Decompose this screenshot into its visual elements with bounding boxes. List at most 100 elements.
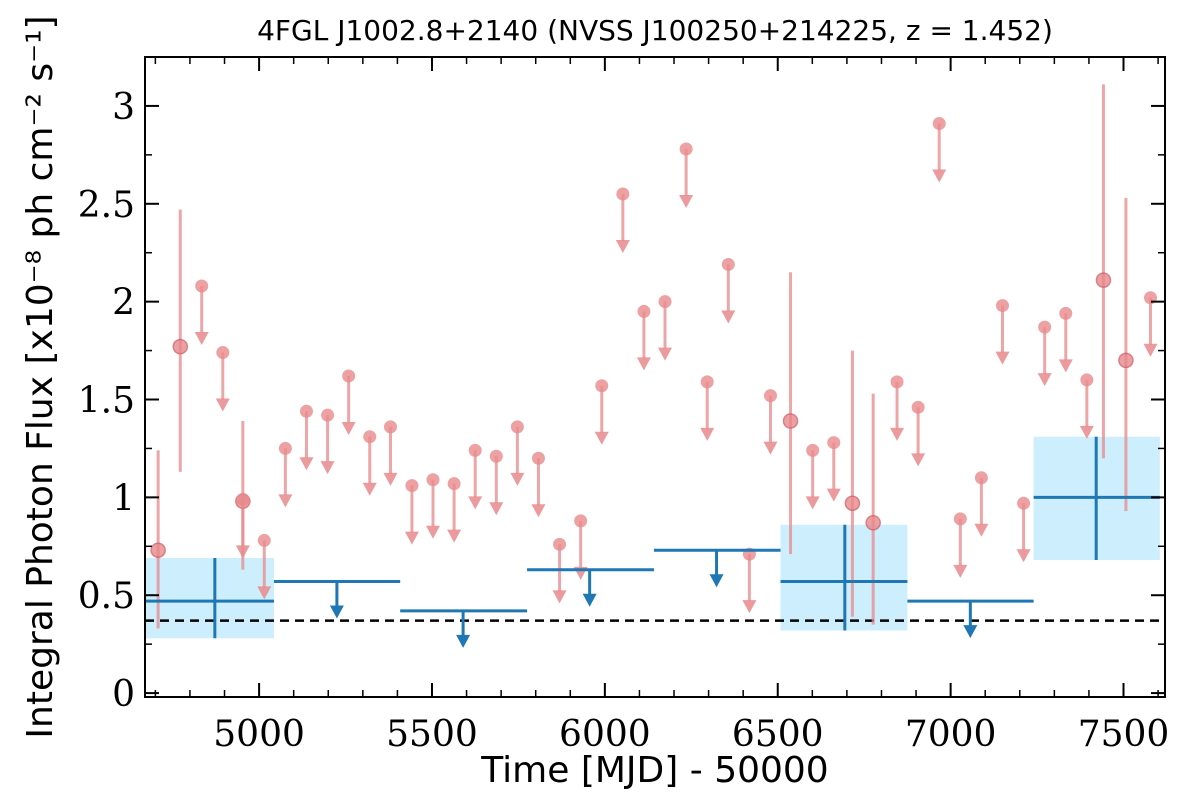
short-bin-upper-limit-arrow <box>995 351 1010 365</box>
short-bin-upper-limit-point <box>679 142 693 156</box>
short-bin-upper-limit-arrow <box>404 531 419 545</box>
short-bin-upper-limit-point <box>278 441 292 455</box>
short-bin-upper-limit-point <box>721 257 735 271</box>
short-bin-upper-limit-arrow <box>362 482 377 496</box>
short-bin-upper-limit-arrow <box>953 564 968 578</box>
short-bin-upper-limit-point <box>827 436 841 450</box>
short-bin-upper-limit-point <box>1038 320 1052 334</box>
y-tick-label: 0.5 <box>78 576 135 617</box>
short-bin-upper-limit-arrow <box>636 357 651 371</box>
y-tick-label: 1 <box>112 478 135 519</box>
short-bin-upper-limit-point <box>405 479 419 493</box>
y-tick-label: 0 <box>112 674 135 715</box>
long-bin-upper-limit-arrow <box>709 574 724 588</box>
short-bin-upper-limit-arrow <box>1037 373 1052 387</box>
short-bin-upper-limit-arrow <box>890 427 905 441</box>
short-bin-upper-limit-point <box>468 443 482 457</box>
short-bin-upper-limit-point <box>531 451 545 465</box>
short-bin-series-layer <box>150 84 1158 629</box>
short-bin-upper-limit-point <box>489 449 503 463</box>
short-bin-upper-limit-arrow <box>658 347 673 361</box>
long-bin-bands-layer <box>145 436 1160 639</box>
short-bin-upper-limit-arrow <box>299 457 314 471</box>
short-bin-upper-limit-point <box>510 420 524 434</box>
short-bin-upper-limit-arrow <box>257 586 272 600</box>
short-bin-upper-limit-arrow <box>320 461 335 475</box>
short-bin-upper-limit-point <box>1059 306 1073 320</box>
short-bin-upper-limit-arrow <box>510 472 525 486</box>
long-bin-upper-limit-arrow <box>329 605 344 619</box>
short-bin-upper-limit-point <box>932 117 946 131</box>
short-bin-upper-limit-point <box>363 430 377 444</box>
long-bin-upper-limit-arrow <box>456 634 471 648</box>
short-bin-upper-limit-arrow <box>615 240 630 254</box>
long-bin-upper-limit-arrow <box>582 593 597 607</box>
x-axis-label: Time [MJD] - 50000 <box>480 750 828 791</box>
short-bin-upper-limit-point <box>447 477 461 491</box>
short-bin-upper-limit-arrow <box>1079 425 1094 439</box>
short-bin-upper-limit-arrow <box>763 441 778 455</box>
x-tick-label: 7000 <box>905 714 997 755</box>
plot-frame <box>144 56 1166 698</box>
short-bin-upper-limit-point <box>236 492 250 506</box>
short-bin-upper-limit-arrow <box>721 310 736 324</box>
short-bin-upper-limit-arrow <box>278 494 293 508</box>
short-bin-point <box>1095 272 1112 288</box>
short-bin-upper-limit-arrow <box>1058 359 1073 373</box>
short-bin-point <box>865 515 881 531</box>
y-tick-label: 2 <box>112 283 135 324</box>
short-bin-upper-limit-point <box>974 471 988 485</box>
x-tick-label: 5500 <box>386 714 478 755</box>
x-tick-label: 7500 <box>1078 714 1170 755</box>
short-bin-upper-limit-arrow <box>932 169 947 183</box>
short-bin-upper-limit-arrow <box>426 525 441 539</box>
long-bin-upper-limit-arrow <box>963 625 978 639</box>
short-bin-upper-limit-arrow <box>235 545 250 559</box>
short-bin-upper-limit-arrow <box>489 502 504 516</box>
short-bin-upper-limit-arrow <box>594 431 609 445</box>
x-tick-label: 6000 <box>559 714 651 755</box>
short-bin-upper-limit-arrow <box>679 194 694 208</box>
x-tick-label: 6500 <box>732 714 824 755</box>
short-bin-point <box>1118 352 1134 369</box>
short-bin-upper-limit-arrow <box>194 331 209 345</box>
short-bin-upper-limit-point <box>763 389 777 403</box>
short-bin-upper-limit-arrow <box>552 590 567 604</box>
short-bin-upper-limit-arrow <box>805 496 820 510</box>
short-bin-upper-limit-arrow <box>911 453 926 467</box>
short-bin-upper-limit-point <box>321 408 335 422</box>
short-bin-point <box>172 338 189 355</box>
short-bin-point <box>844 495 861 511</box>
short-bin-upper-limit-point <box>637 304 651 318</box>
short-bin-upper-limit-point <box>1017 496 1031 510</box>
short-bin-upper-limit-point <box>195 279 209 293</box>
short-bin-upper-limit-point <box>616 187 630 201</box>
short-bin-upper-limit-point <box>383 420 397 434</box>
long-bin-band <box>145 558 274 639</box>
short-bin-upper-limit-arrow <box>1016 549 1031 563</box>
y-axis-label: Integral Photon Flux [x10⁻⁸ ph cm⁻² s⁻¹] <box>20 15 61 738</box>
short-bin-upper-limit-point <box>299 404 313 418</box>
short-bin-upper-limit-arrow <box>826 488 841 502</box>
y-tick-label: 1.5 <box>78 381 135 422</box>
short-bin-upper-limit-point <box>700 375 714 389</box>
y-tick-label: 2.5 <box>78 185 135 226</box>
short-bin-upper-limit-arrow <box>468 496 483 510</box>
short-bin-upper-limit-arrow <box>700 427 715 441</box>
short-bin-upper-limit-point <box>658 295 672 309</box>
short-bin-upper-limit-point <box>426 473 440 487</box>
short-bin-upper-limit-point <box>890 375 904 389</box>
short-bin-upper-limit-arrow <box>341 422 356 436</box>
short-bin-upper-limit-point <box>553 537 567 551</box>
short-bin-upper-limit-point <box>595 379 609 393</box>
short-bin-upper-limit-point <box>911 400 925 414</box>
short-bin-upper-limit-point <box>1080 373 1094 387</box>
axis-ticks-layer: 5000 5500 6000 6500 7000 7500 0 0.5 1 1.5 2 2.5 3 <box>78 57 1170 755</box>
short-bin-upper-limit-arrow <box>383 472 398 486</box>
short-bin-upper-limit-arrow <box>215 398 230 412</box>
x-tick-label: 5000 <box>213 714 305 755</box>
short-bin-upper-limit-arrow <box>1143 343 1158 357</box>
chart-title: 4FGL J1002.8+2140 (NVSS J100250+214225, … <box>257 14 1053 47</box>
long-bin-series-layer <box>145 436 1160 648</box>
